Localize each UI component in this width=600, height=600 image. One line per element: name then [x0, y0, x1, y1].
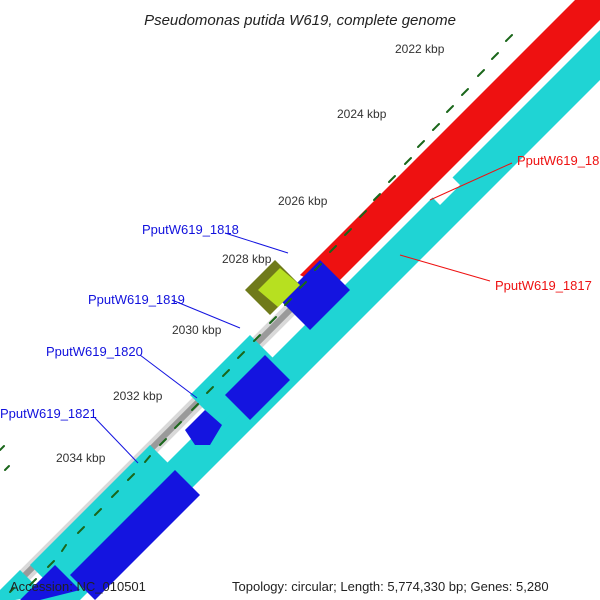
forward-strand-band-red[interactable] [300, 0, 600, 290]
genome-diagram-svg [0, 0, 600, 600]
feature-tick-marks [0, 35, 512, 592]
genome-viewer: Pseudomonas putida W619, complete genome… [0, 0, 600, 600]
